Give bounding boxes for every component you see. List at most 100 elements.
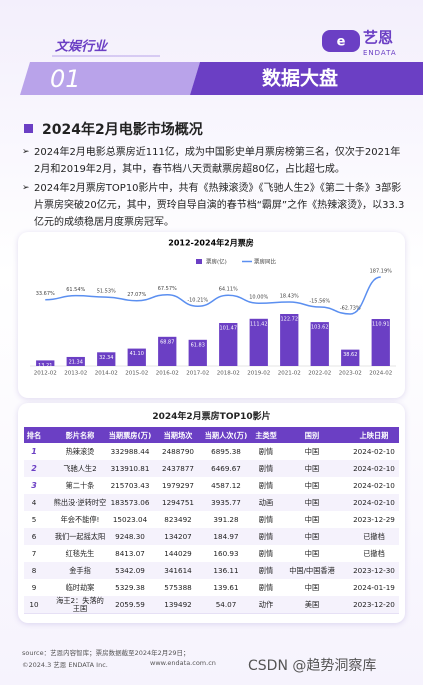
table-cell: 熊出没·逆转时空 bbox=[53, 498, 107, 507]
table-cell: 中国 bbox=[304, 447, 320, 456]
table-cell: 2 bbox=[31, 464, 37, 473]
table-header bbox=[24, 427, 399, 443]
x-tick-label: 2015-02 bbox=[125, 371, 148, 377]
x-tick-label: 2014-02 bbox=[95, 371, 118, 377]
line-label: 187.19% bbox=[370, 269, 392, 275]
bar bbox=[97, 352, 116, 366]
bar bbox=[66, 356, 85, 366]
table-cell: 215703.43 bbox=[110, 481, 150, 490]
paragraph: 2024年2月电影总票房近111亿，成为中国影史单月票房榜第三名，仅次于2021… bbox=[22, 144, 406, 178]
table-cell: 2024-02-10 bbox=[353, 464, 395, 473]
bar-label: 103.62 bbox=[311, 325, 329, 331]
chart-card: 2012-2024年2月票房 票房(亿) 票房同比 2012-02 2013-02 201… bbox=[18, 232, 405, 398]
table-cell: 中国 bbox=[304, 498, 320, 507]
table-cell: 动画 bbox=[258, 498, 274, 507]
bar-label: 111.42 bbox=[250, 321, 268, 327]
number-band bbox=[20, 62, 200, 95]
column-header: 上映日期 bbox=[359, 431, 389, 440]
bar-label: 122.72 bbox=[281, 317, 299, 323]
table-cell: 1979297 bbox=[161, 481, 195, 490]
legend-label: 票房同比 bbox=[254, 258, 277, 266]
table-cell: 剧情 bbox=[258, 464, 274, 473]
column-header: 国别 bbox=[304, 431, 320, 440]
table-cell: 6895.38 bbox=[211, 447, 241, 456]
table-cell: 5 bbox=[31, 515, 37, 524]
line-label: 18.43% bbox=[280, 293, 299, 299]
table-cell: 139.61 bbox=[213, 583, 239, 592]
table-cell: 136.11 bbox=[213, 566, 239, 575]
table-cell: 139492 bbox=[164, 600, 192, 609]
table-cell: 3935.77 bbox=[211, 498, 241, 507]
logo-mark bbox=[322, 30, 360, 52]
bar-label: 38.62 bbox=[343, 352, 357, 358]
bar bbox=[310, 322, 329, 366]
chart-title: 2012-2024年2月票房 bbox=[168, 238, 253, 248]
table-cell: 9 bbox=[31, 583, 37, 592]
line-label: 51.53% bbox=[97, 289, 116, 295]
table-cell: 1294751 bbox=[161, 498, 195, 507]
logo-e: e bbox=[337, 35, 346, 50]
table-cell: 2023-12-29 bbox=[353, 515, 395, 524]
table-cell: 5342.09 bbox=[115, 566, 145, 575]
logo-name: 艺恩 bbox=[363, 29, 393, 47]
table: 排名 影片名称 当期票房(万) 当期场次 当期人次(万) 主类型 国别 上映日期 1 热辣滚烫 33… bbox=[18, 427, 405, 617]
x-tick-label: 2022-02 bbox=[308, 371, 331, 377]
table-cell: 4 bbox=[31, 498, 37, 507]
line-label: 27.07% bbox=[127, 292, 146, 298]
bar-label: 68.87 bbox=[160, 339, 174, 345]
table-cell: 2024-02-10 bbox=[353, 447, 395, 456]
table-cell: 160.93 bbox=[213, 549, 239, 558]
title-band bbox=[190, 62, 423, 95]
table-cell: 332988.44 bbox=[110, 447, 150, 456]
line-label: 64.11% bbox=[219, 287, 238, 293]
table-cell: 391.28 bbox=[213, 515, 239, 524]
footer-website: www.endata.com.cn bbox=[150, 659, 216, 667]
bar-label: 32.34 bbox=[99, 355, 113, 361]
table-cell: 飞驰人生2 bbox=[63, 464, 97, 473]
table-cell: 已撤档 bbox=[363, 549, 385, 558]
bar bbox=[158, 336, 177, 366]
table-cell: 183573.06 bbox=[110, 498, 150, 507]
table-cell: 中国 bbox=[304, 549, 320, 558]
table-cell: 金手指 bbox=[69, 566, 91, 575]
bar bbox=[127, 348, 146, 366]
table-cell: 美国 bbox=[304, 600, 320, 609]
table-cell: 2437877 bbox=[161, 464, 195, 473]
table-cell: 动作 bbox=[258, 600, 274, 609]
logo-sub: ENDATA bbox=[363, 49, 397, 57]
table-cell: 剧情 bbox=[258, 515, 274, 524]
table-row bbox=[24, 596, 399, 614]
x-tick-label: 2016-02 bbox=[156, 371, 179, 377]
section-title: 2024年2月电影市场概况 bbox=[42, 122, 203, 138]
table-cell: 2024-02-10 bbox=[353, 481, 395, 490]
bar bbox=[371, 319, 390, 366]
watermark: CSDN @趋势洞察库 bbox=[248, 658, 377, 674]
line-label: -10.21% bbox=[187, 298, 208, 304]
table-cell: 剧情 bbox=[258, 566, 274, 575]
table-cell: 341614 bbox=[164, 566, 192, 575]
x-tick-label: 2013-02 bbox=[64, 371, 87, 377]
line bbox=[45, 276, 381, 315]
table-cell: 剧情 bbox=[258, 481, 274, 490]
bar-label: 101.47 bbox=[220, 326, 238, 332]
table-cell: 年会不能停! bbox=[60, 515, 100, 524]
table-cell: 2059.59 bbox=[115, 600, 145, 609]
line-label: 61.54% bbox=[66, 287, 85, 293]
line-label: 67.57% bbox=[158, 286, 177, 292]
table-cell: 575388 bbox=[164, 583, 192, 592]
column-header: 当期场次 bbox=[163, 431, 193, 440]
table-cell: 1 bbox=[31, 447, 37, 456]
x-tick-label: 2019-02 bbox=[247, 371, 270, 377]
x-tick-label: 2021-02 bbox=[278, 371, 301, 377]
table-cell: 2023-12-30 bbox=[353, 566, 395, 575]
table-cell: 6469.67 bbox=[211, 464, 241, 473]
bar-label: 21.34 bbox=[69, 359, 83, 365]
table-cell: 3 bbox=[31, 481, 37, 490]
table-cell: 9248.30 bbox=[115, 532, 145, 541]
table-cell: 7 bbox=[31, 549, 37, 558]
table-cell: 中国 bbox=[304, 583, 320, 592]
table-cell: 4587.12 bbox=[211, 481, 241, 490]
table-cell: 144029 bbox=[164, 549, 192, 558]
table-cell: 2024-01-19 bbox=[353, 583, 395, 592]
bar bbox=[341, 349, 360, 366]
